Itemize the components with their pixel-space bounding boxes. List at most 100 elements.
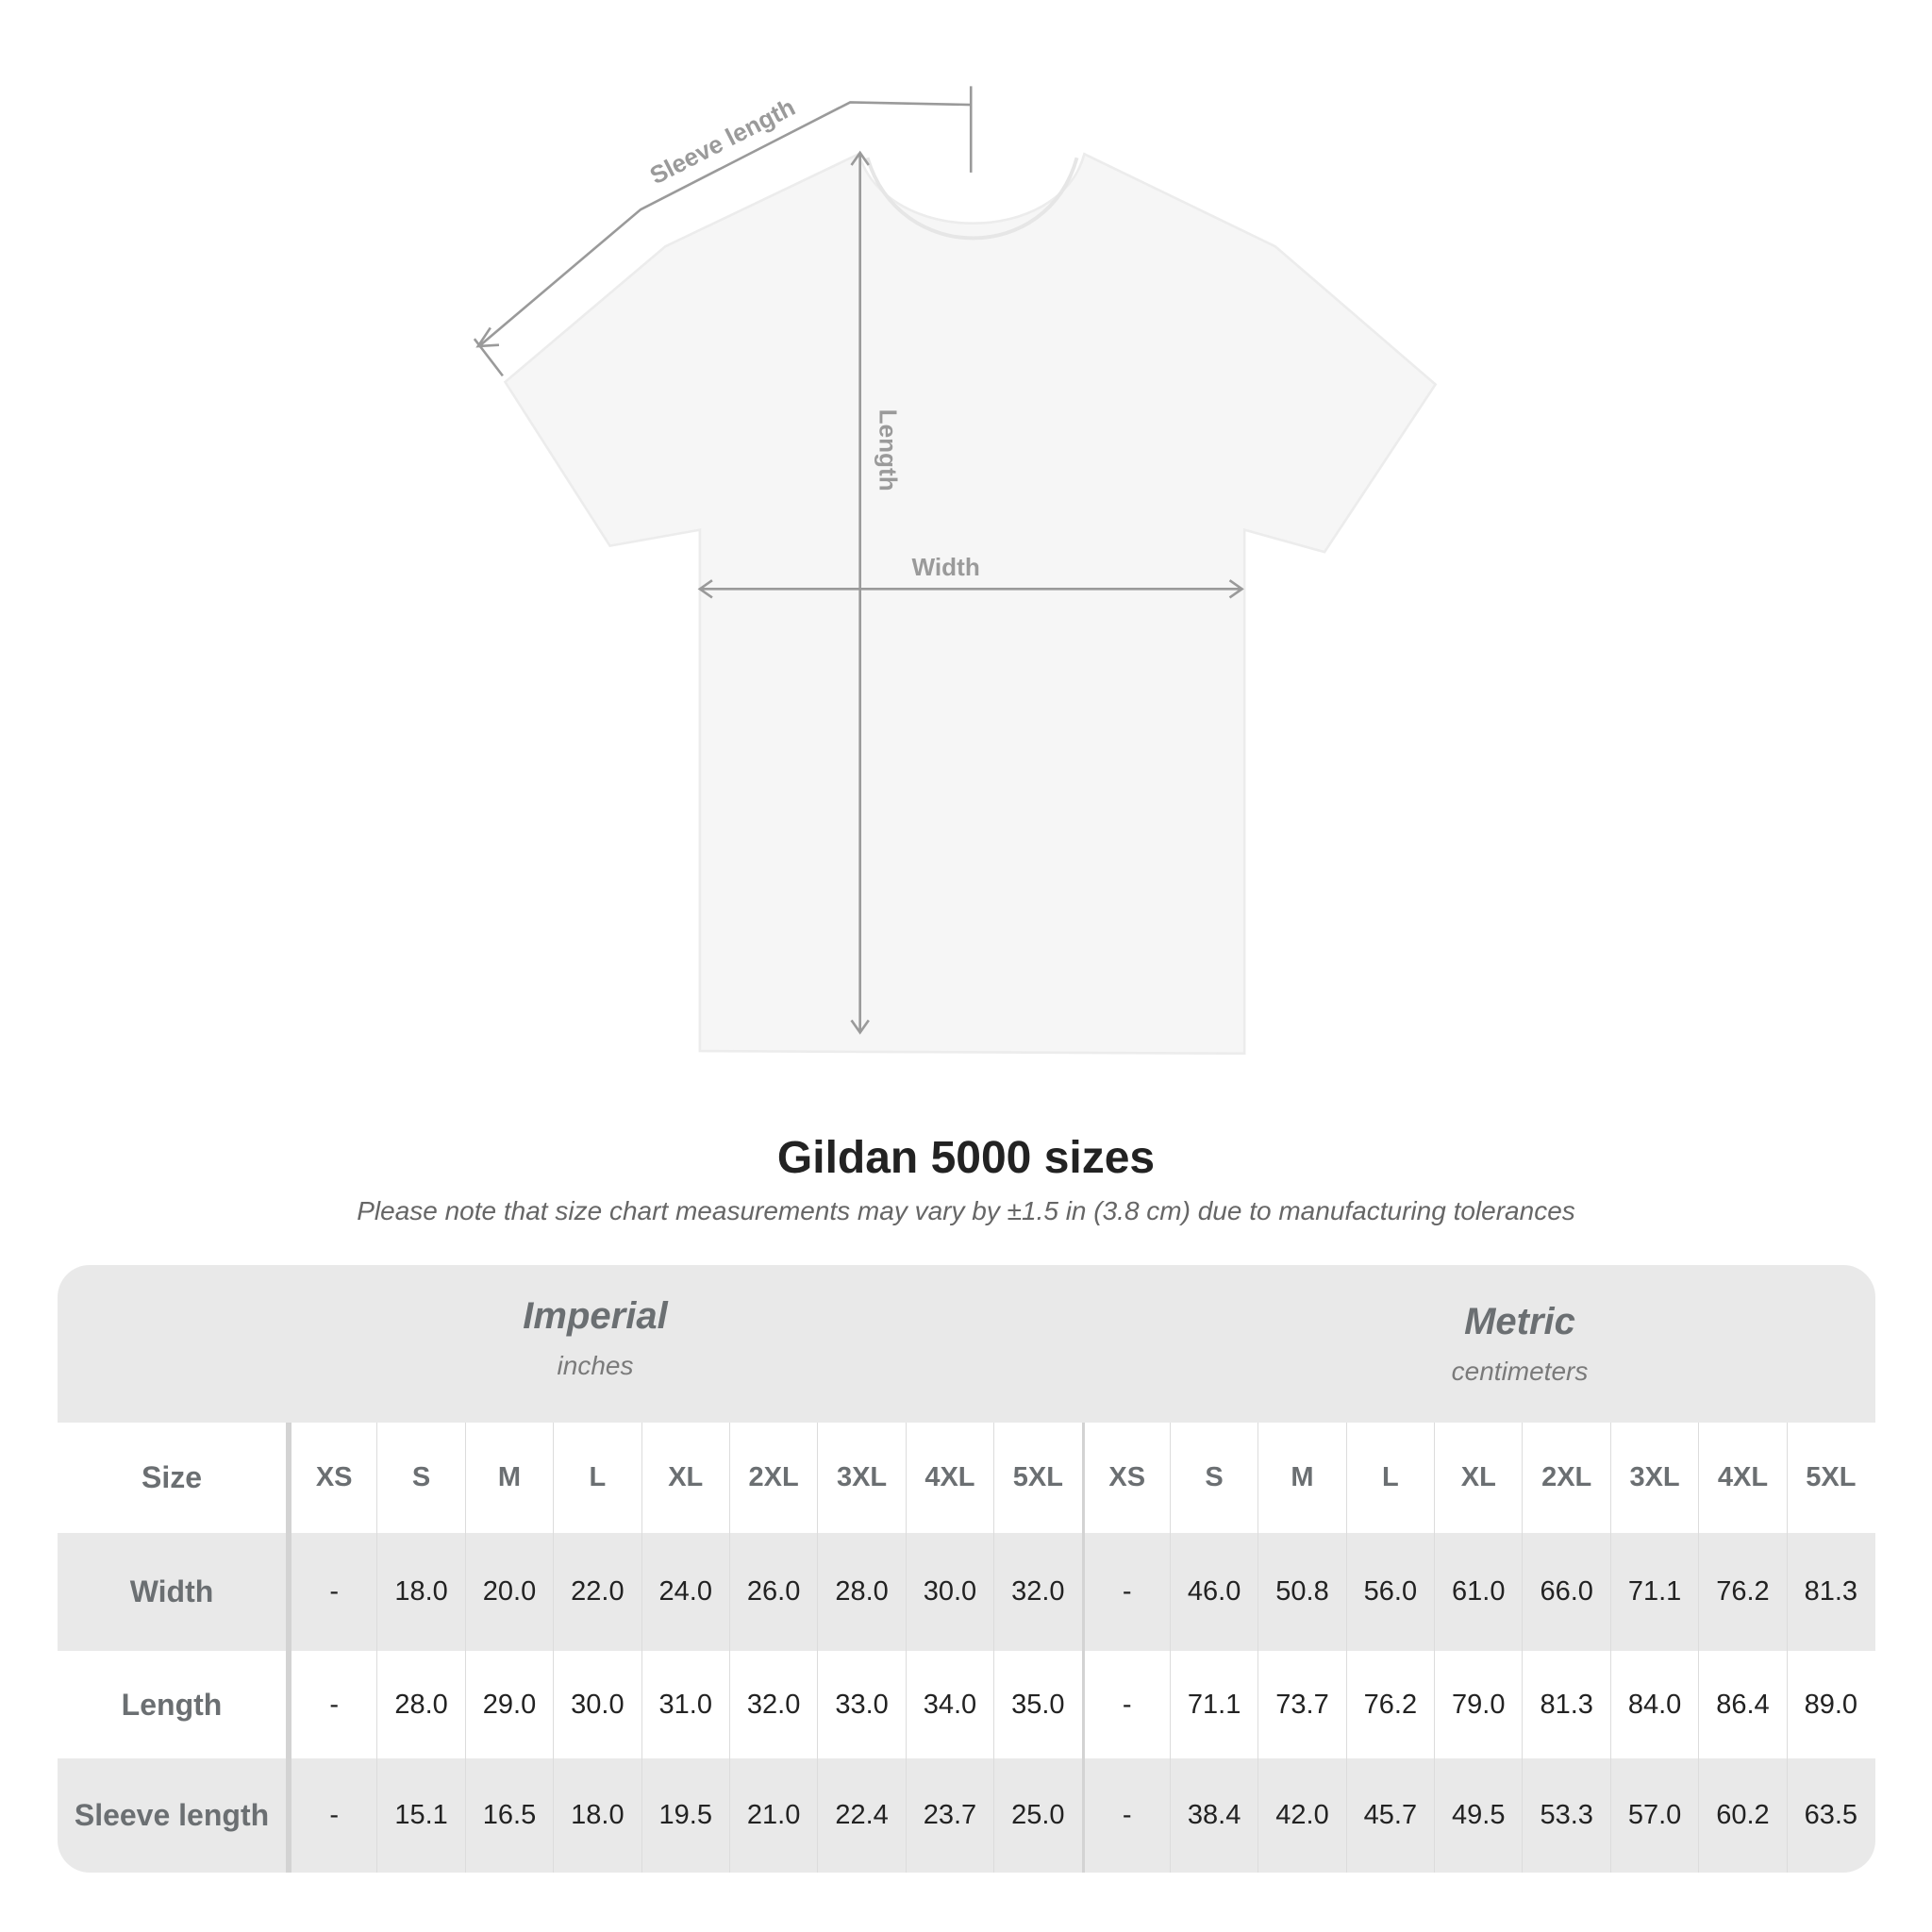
table-cell: 18.0	[376, 1533, 464, 1651]
size-table: Imperial inches Metric centimeters Size …	[58, 1265, 1875, 1873]
tolerance-note: Please note that size chart measurements…	[357, 1196, 1575, 1225]
table-cell: 38.4	[1169, 1758, 1257, 1873]
metric-title: Metric	[1464, 1301, 1575, 1342]
size-header-cell: XL	[1434, 1423, 1522, 1533]
length-arrow-bottom	[850, 1019, 870, 1035]
size-header-cell: 3XL	[1609, 1423, 1698, 1533]
table-cell: -	[289, 1651, 376, 1758]
neckline	[865, 157, 1079, 241]
table-cell: 22.4	[817, 1758, 905, 1873]
table-cell: 42.0	[1257, 1758, 1345, 1873]
size-header-cell: XS	[289, 1423, 376, 1533]
metric-header: Metric centimeters	[1010, 1265, 1875, 1458]
table-cell: 16.5	[464, 1758, 553, 1873]
length-arrow-top	[850, 150, 870, 166]
table-cell: 86.4	[1698, 1651, 1786, 1758]
imperial-unit: inches	[557, 1351, 634, 1380]
table-cell: 76.2	[1345, 1651, 1434, 1758]
size-header-cell: XS	[1081, 1423, 1170, 1533]
table-row-length: Length -28.0 29.0 30.0 31.0 32.0 33.0 34.0 35.0-…	[58, 1651, 1875, 1758]
table-cell: 63.5	[1786, 1758, 1874, 1873]
table-cell: 79.0	[1434, 1651, 1522, 1758]
table-cell: 20.0	[464, 1533, 553, 1651]
table-cell: 26.0	[728, 1533, 817, 1651]
tshirt-shape	[503, 152, 1438, 1056]
width-arrow-left	[697, 579, 713, 599]
size-header-cell: 4XL	[905, 1423, 993, 1533]
table-cell: 49.5	[1434, 1758, 1522, 1873]
table-cell: 46.0	[1169, 1533, 1257, 1651]
imperial-header: Imperial inches	[58, 1265, 1133, 1453]
table-cell: 71.1	[1169, 1651, 1257, 1758]
size-label: Size	[58, 1423, 289, 1533]
table-cell: 81.3	[1522, 1651, 1609, 1758]
table-cell: 71.1	[1609, 1533, 1698, 1651]
table-cell: 35.0	[993, 1651, 1081, 1758]
table-cell: 56.0	[1345, 1533, 1434, 1651]
table-cell: 89.0	[1786, 1651, 1874, 1758]
table-cell: 30.0	[553, 1651, 641, 1758]
width-arrow-right	[1228, 579, 1244, 599]
table-cell: 15.1	[376, 1758, 464, 1873]
table-cell: 28.0	[817, 1533, 905, 1651]
table-cell: 76.2	[1698, 1533, 1786, 1651]
size-header-row: Size XS S M L XL 2XL 3XL 4XL 5XL XS S M L XL 2XL 3XL 4XL…	[58, 1423, 1875, 1533]
table-cell: 28.0	[376, 1651, 464, 1758]
table-cell: -	[289, 1533, 376, 1651]
size-header-cell: XL	[641, 1423, 729, 1533]
size-header-cell: L	[1345, 1423, 1434, 1533]
table-row-sleeve-length: Sleeve length -15.1 16.5 18.0 19.5 21.0 22.4 23…	[58, 1758, 1875, 1873]
size-header-cell: M	[464, 1423, 553, 1533]
table-cell: 34.0	[905, 1651, 993, 1758]
table-cell: 66.0	[1522, 1533, 1609, 1651]
table-cell: 30.0	[905, 1533, 993, 1651]
table-cell: 33.0	[817, 1651, 905, 1758]
table-cell: 84.0	[1609, 1651, 1698, 1758]
sleeve-arrow-head	[475, 326, 500, 348]
table-cell: 32.0	[993, 1533, 1081, 1651]
row-label: Width	[58, 1533, 289, 1651]
row-label: Length	[58, 1651, 289, 1758]
table-cell: 24.0	[641, 1533, 729, 1651]
table-cell: -	[1081, 1651, 1170, 1758]
table-cell: 57.0	[1609, 1758, 1698, 1873]
table-cell: 18.0	[553, 1758, 641, 1873]
size-header-cell: 3XL	[817, 1423, 905, 1533]
width-label: Width	[912, 553, 980, 581]
size-header-cell: 5XL	[1786, 1423, 1874, 1533]
size-header-cell: 2XL	[1522, 1423, 1609, 1533]
size-header-cell: 4XL	[1698, 1423, 1786, 1533]
table-cell: -	[289, 1758, 376, 1873]
table-cell: 53.3	[1522, 1758, 1609, 1873]
size-header-cell: S	[376, 1423, 464, 1533]
table-cell: -	[1081, 1758, 1170, 1873]
table-cell: 73.7	[1257, 1651, 1345, 1758]
table-cell: -	[1081, 1533, 1170, 1651]
row-label: Sleeve length	[58, 1758, 289, 1873]
table-row-width: Width -18.0 20.0 22.0 24.0 26.0 28.0 30.0 32.0-4…	[58, 1533, 1875, 1651]
page-title: Gildan 5000 sizes	[776, 1133, 1156, 1183]
size-header-cell: S	[1169, 1423, 1257, 1533]
size-header-cell: L	[553, 1423, 641, 1533]
sleeve-length-guide	[479, 101, 972, 346]
table-cell: 81.3	[1786, 1533, 1874, 1651]
metric-unit: centimeters	[1451, 1357, 1589, 1386]
size-header-cell: M	[1257, 1423, 1345, 1533]
table-cell: 32.0	[728, 1651, 817, 1758]
table-cell: 23.7	[905, 1758, 993, 1873]
table-cell: 21.0	[728, 1758, 817, 1873]
table-cell: 25.0	[993, 1758, 1081, 1873]
table-cell: 50.8	[1257, 1533, 1345, 1651]
table-cell: 60.2	[1698, 1758, 1786, 1873]
table-cell: 29.0	[464, 1651, 553, 1758]
table-cell: 22.0	[553, 1533, 641, 1651]
table-cell: 19.5	[641, 1758, 729, 1873]
imperial-title: Imperial	[523, 1295, 668, 1337]
table-cell: 61.0	[1434, 1533, 1522, 1651]
size-header-cell: 5XL	[993, 1423, 1081, 1533]
size-header-cell: 2XL	[728, 1423, 817, 1533]
table-cell: 45.7	[1345, 1758, 1434, 1873]
table-cell: 31.0	[641, 1651, 729, 1758]
length-label: Length	[874, 409, 903, 491]
